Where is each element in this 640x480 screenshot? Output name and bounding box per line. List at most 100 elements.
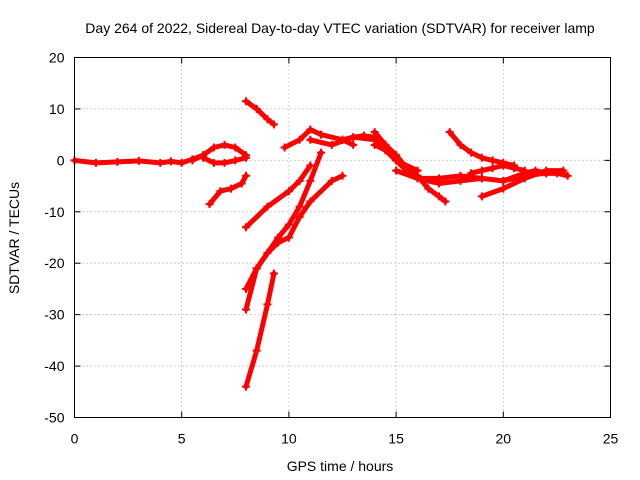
data-point [231, 143, 240, 152]
data-point [209, 143, 218, 152]
data-point [477, 166, 486, 175]
data-point [242, 153, 251, 162]
data-point [510, 164, 519, 173]
data-point [520, 169, 529, 178]
x-tick-label: 0 [71, 431, 79, 447]
data-point [274, 238, 283, 247]
y-tick-label: 20 [49, 50, 65, 66]
data-point [306, 197, 315, 206]
data-point [402, 164, 411, 173]
y-tick-label: 10 [49, 101, 65, 117]
data-point [370, 128, 379, 137]
data-point [434, 192, 443, 201]
series-line [243, 98, 277, 127]
data-point [177, 158, 186, 167]
series-line [382, 142, 448, 204]
data-point [552, 169, 561, 178]
data-point [392, 151, 401, 160]
data-point [284, 187, 293, 196]
data-point [295, 202, 304, 211]
data-point [263, 300, 272, 309]
data-point [477, 153, 486, 162]
data-point [338, 171, 347, 180]
data-point [467, 148, 476, 157]
x-tick-label: 20 [496, 431, 512, 447]
data-point [563, 171, 572, 180]
data-point [242, 382, 251, 391]
series-arc3 [199, 153, 251, 167]
y-tick-label: -30 [44, 307, 64, 323]
grid-layer [74, 57, 611, 418]
data-point [134, 156, 143, 165]
series-line [468, 163, 528, 176]
data-point [434, 179, 443, 188]
data-point [306, 176, 315, 185]
data-point [392, 166, 401, 175]
data-point [467, 169, 476, 178]
data-point [199, 153, 208, 162]
data-point [284, 220, 293, 229]
data-point [156, 158, 165, 167]
x-tick-label: 15 [388, 431, 404, 447]
x-tick-label: 5 [178, 431, 186, 447]
data-point [456, 140, 465, 149]
data-point [327, 140, 336, 149]
data-point [205, 200, 214, 209]
data-point [91, 158, 100, 167]
data-point [220, 158, 229, 167]
data-point [269, 120, 278, 129]
data-point [227, 184, 236, 193]
data-point [216, 187, 225, 196]
data-point [338, 135, 347, 144]
data-point [284, 233, 293, 242]
data-point [242, 171, 251, 180]
x-axis-label: GPS time / hours [287, 458, 394, 474]
data-point [306, 161, 315, 170]
y-tick-label: -50 [44, 410, 64, 426]
data-point [237, 179, 246, 188]
series-arc9 [242, 269, 278, 391]
y-axis-label: SDTVAR / TECUs [6, 182, 22, 294]
data-point [477, 174, 486, 183]
series-arc8 [242, 171, 347, 314]
y-tick-label: -20 [44, 255, 64, 271]
y-tick-label: -40 [44, 358, 64, 374]
data-point [488, 156, 497, 165]
data-point [349, 133, 358, 142]
data-point [317, 148, 326, 157]
series-arc5 [242, 97, 278, 129]
data-point [499, 176, 508, 185]
series-arc17 [445, 128, 519, 170]
data-point [280, 143, 289, 152]
data-point [424, 184, 433, 193]
data-point [477, 192, 486, 201]
data-point [113, 157, 122, 166]
y-tick-label: 0 [57, 152, 65, 168]
data-point [252, 346, 261, 355]
series-arc4 [205, 171, 251, 209]
series-line [207, 173, 249, 207]
plot-frame [74, 57, 611, 418]
x-tick-label: 10 [281, 431, 297, 447]
chart-title: Day 264 of 2022, Sidereal Day-to-day VTE… [85, 20, 595, 36]
data-point [441, 197, 450, 206]
data-point [499, 161, 508, 170]
data-point [542, 169, 551, 178]
data-point [295, 212, 304, 221]
series-line [243, 173, 345, 312]
data-point [488, 164, 497, 173]
data-point [370, 140, 379, 149]
data-point [242, 97, 251, 106]
data-point [306, 135, 315, 144]
data-point [252, 104, 261, 113]
data-point [242, 223, 251, 232]
data-point [242, 305, 251, 314]
series-layer [70, 97, 572, 391]
data-point [306, 125, 315, 134]
data-point [188, 156, 197, 165]
data-point [242, 284, 251, 293]
data-point [263, 202, 272, 211]
data-point [359, 131, 368, 140]
data-point [166, 157, 175, 166]
